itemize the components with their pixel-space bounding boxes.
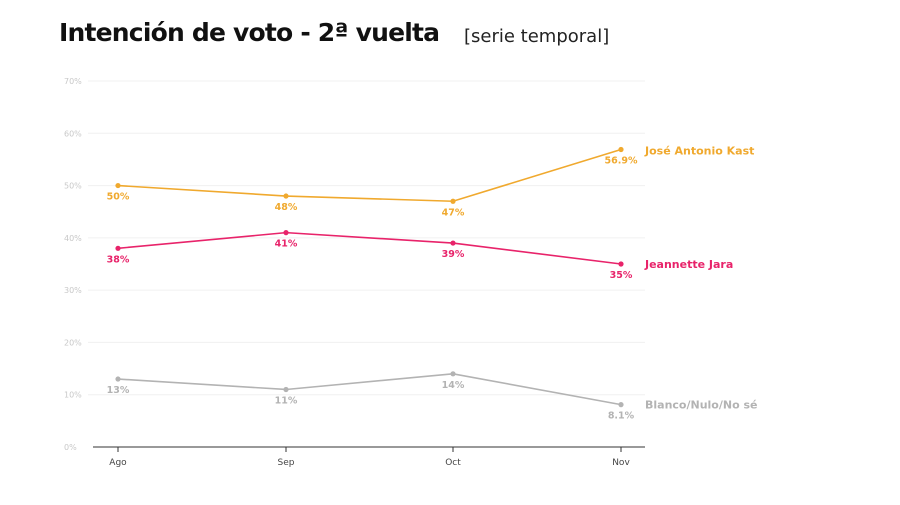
y-tick-label: 20% (64, 338, 82, 347)
x-tick-label: Ago (109, 458, 127, 468)
series-label: Blanco/Nulo/No sé (645, 399, 758, 412)
y-tick-label: 40% (64, 234, 82, 243)
series-line (117, 148, 622, 203)
x-tick-label: Oct (445, 458, 461, 468)
data-label: 48% (275, 202, 298, 213)
data-label: 35% (610, 270, 633, 281)
series-label: Jeannette Jara (644, 258, 733, 271)
data-label: 11% (275, 395, 298, 406)
series-line (117, 372, 622, 406)
data-label: 14% (442, 380, 465, 391)
data-label: 39% (442, 249, 465, 260)
data-point (618, 261, 624, 267)
data-point (450, 240, 456, 246)
x-tick-label: Nov (612, 458, 630, 468)
series-label: José Antonio Kast (644, 144, 754, 157)
data-label: 56.9% (605, 155, 638, 166)
data-point (450, 371, 456, 377)
y-tick-label: 50% (64, 182, 82, 191)
y-tick-label: 70% (64, 77, 82, 86)
data-point (115, 182, 121, 189)
data-label: 13% (107, 385, 130, 396)
data-label: 41% (275, 239, 298, 250)
y-tick-label: 10% (64, 391, 82, 400)
data-label: 47% (442, 207, 465, 218)
data-point (618, 402, 624, 408)
y-tick-label: 30% (64, 286, 82, 295)
chart-title: Intención de voto - 2ª vuelta (59, 18, 440, 47)
data-point (115, 245, 121, 251)
data-point (283, 230, 289, 236)
data-label: 38% (107, 254, 130, 265)
y-tick-label: 0% (64, 443, 77, 452)
data-label: 50% (107, 192, 130, 203)
data-point (283, 386, 289, 393)
data-point (450, 198, 456, 204)
chart-subtitle: [serie temporal] (464, 26, 610, 47)
data-point (618, 146, 624, 153)
x-tick-label: Sep (278, 458, 295, 468)
data-point (283, 193, 289, 199)
series-line (117, 231, 622, 265)
y-tick-label: 60% (64, 129, 82, 138)
data-label: 8.1% (608, 411, 635, 422)
data-point (115, 376, 121, 382)
